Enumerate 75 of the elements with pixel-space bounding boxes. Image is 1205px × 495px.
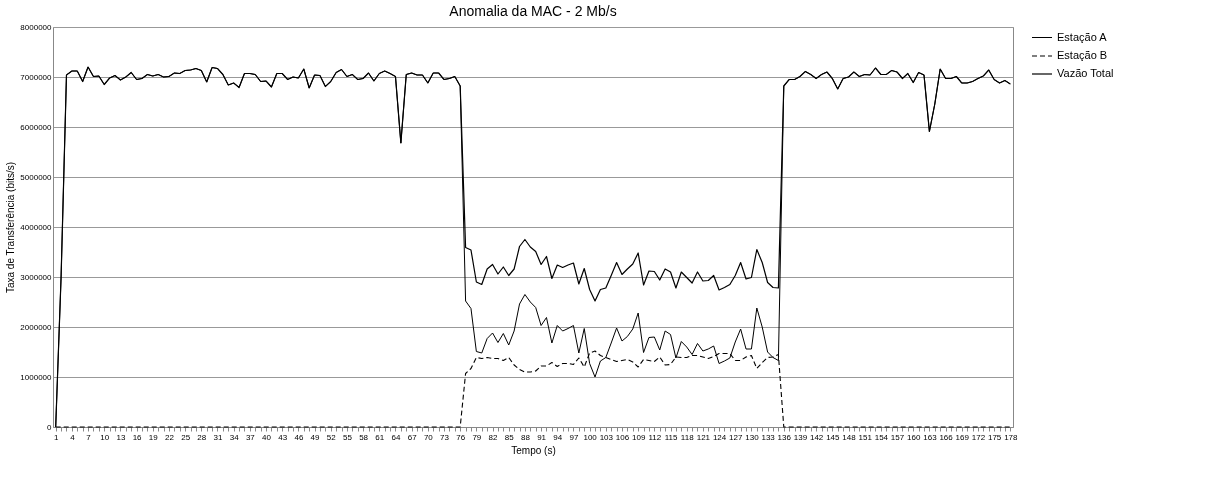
y-tick-label: 3000000 — [20, 272, 53, 282]
x-tick-label: 22 — [165, 432, 175, 442]
x-tick-label: 154 — [874, 432, 889, 442]
x-tick-label: 16 — [132, 432, 143, 442]
x-tick-label: 97 — [569, 432, 579, 442]
y-tick-label: 0 — [47, 422, 53, 432]
x-tick-label: 19 — [148, 432, 159, 442]
x-tick-label: 169 — [955, 432, 970, 442]
x-tick-label: 7 — [86, 432, 92, 442]
x-tick-label: 112 — [648, 432, 662, 442]
x-tick-label: 160 — [907, 432, 921, 442]
x-tick-label: 4 — [70, 432, 76, 442]
x-tick-label: 46 — [294, 432, 304, 442]
y-tick-label: 4000000 — [20, 222, 53, 232]
x-tick-label: 148 — [842, 432, 857, 442]
x-tick-label: 163 — [923, 432, 938, 442]
x-tick-label: 124 — [712, 432, 727, 442]
legend-label: Vazão Total — [1057, 67, 1114, 79]
y-tick-label: 1000000 — [20, 372, 53, 382]
x-tick-label: 43 — [278, 432, 288, 442]
x-tick-label: 127 — [729, 432, 743, 442]
x-tick-label: 166 — [939, 432, 954, 442]
x-tick-label: 121 — [696, 432, 711, 442]
x-tick-label: 40 — [262, 432, 272, 442]
legend-label: Estação A — [1057, 30, 1108, 43]
y-tick-label: 8000000 — [20, 22, 53, 32]
x-tick-label: 58 — [359, 432, 369, 442]
x-tick-label: 94 — [553, 432, 563, 442]
y-tick-label: 7000000 — [20, 72, 53, 82]
x-tick-label: 130 — [745, 432, 760, 442]
x-tick-label: 31 — [213, 432, 223, 442]
x-tick-label: 76 — [456, 432, 466, 442]
y-tick-label: 5000000 — [20, 172, 53, 182]
x-tick-label: 172 — [971, 432, 986, 442]
x-tick-label: 178 — [1004, 432, 1019, 442]
chart-title: Anomalia da MAC - 2 Mb/s — [449, 3, 617, 19]
x-tick-label: 136 — [777, 432, 792, 442]
x-tick-label: 55 — [342, 432, 353, 442]
x-tick-label: 34 — [229, 432, 240, 442]
x-tick-label: 1 — [53, 432, 59, 442]
y-axis-title: Taxa de Transferência (bits/s) — [5, 161, 17, 294]
x-tick-label: 118 — [680, 432, 695, 442]
x-tick-label: 103 — [599, 432, 614, 442]
x-tick-label: 49 — [310, 432, 321, 442]
x-tick-label: 52 — [326, 432, 337, 442]
x-tick-label: 88 — [520, 432, 531, 442]
x-tick-label: 70 — [423, 432, 434, 442]
x-tick-label: 106 — [615, 432, 630, 442]
x-tick-label: 85 — [504, 432, 515, 442]
x-tick-label: 37 — [245, 432, 256, 442]
x-tick-label: 64 — [391, 432, 401, 442]
x-tick-label: 175 — [987, 432, 1002, 442]
x-axis-title: Tempo (s) — [511, 444, 556, 456]
x-tick-label: 73 — [440, 432, 450, 442]
y-tick-label: 6000000 — [20, 122, 53, 132]
x-tick-label: 151 — [858, 432, 873, 442]
x-tick-label: 109 — [631, 432, 646, 442]
x-tick-label: 139 — [793, 432, 808, 442]
x-tick-label: 25 — [181, 432, 191, 442]
x-tick-label: 79 — [472, 432, 482, 442]
x-tick-label: 100 — [583, 432, 598, 442]
x-tick-label: 10 — [100, 432, 110, 442]
x-tick-label: 145 — [826, 432, 841, 442]
x-tick-label: 115 — [664, 432, 678, 442]
x-tick-label: 82 — [488, 432, 499, 442]
x-tick-label: 67 — [407, 432, 418, 442]
x-tick-label: 91 — [537, 432, 547, 442]
x-tick-label: 142 — [809, 432, 824, 442]
x-tick-label: 133 — [761, 432, 776, 442]
legend-label: Estação B — [1057, 49, 1108, 61]
x-tick-label: 28 — [197, 432, 207, 442]
x-tick-label: 61 — [375, 432, 385, 442]
x-tick-label: 13 — [116, 432, 126, 442]
y-tick-label: 2000000 — [20, 322, 53, 332]
x-tick-label: 157 — [890, 432, 905, 442]
